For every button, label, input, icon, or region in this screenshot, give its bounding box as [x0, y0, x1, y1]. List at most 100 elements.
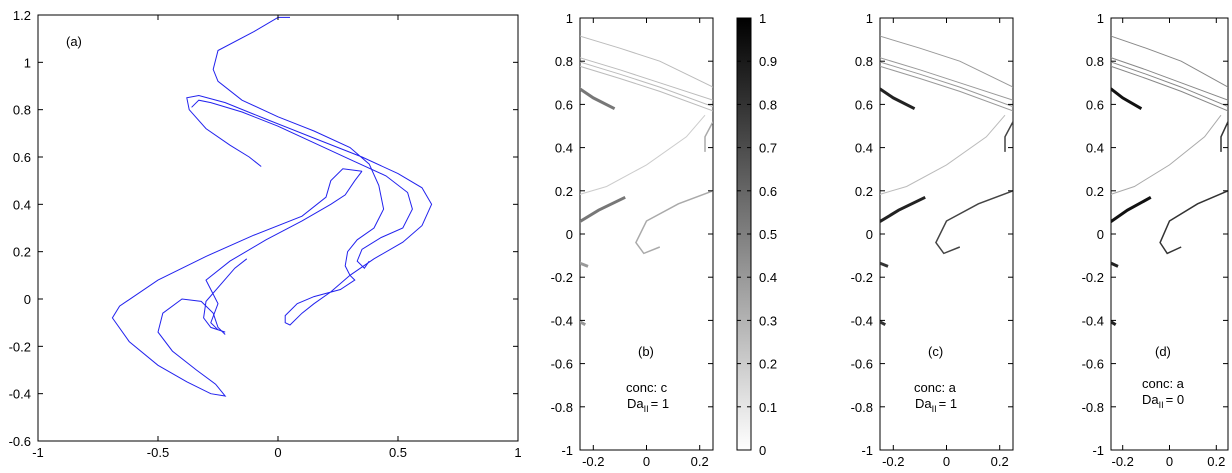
panel-d-x-ticks: -0.2 0 0.2: [1111, 18, 1225, 469]
d-field-filament: [1111, 86, 1143, 110]
colorbar-tick-label: 0.9: [759, 54, 777, 69]
panel-b-da-label: DaII = 1: [627, 396, 669, 414]
panel-a-streak-curve: [203, 258, 248, 333]
panel-c-da-label: DaII = 1: [915, 396, 957, 414]
c-x-tick-label: 0.2: [991, 454, 1009, 469]
b-y-tick-label: -0.4: [551, 313, 573, 328]
panel-d-frame: [1110, 17, 1229, 451]
panel-d-conc-label: conc: a: [1142, 376, 1185, 391]
b-field-streak: [580, 65, 713, 112]
a-y-tick-label: 0: [24, 292, 31, 307]
b-x-tick-label: 0.2: [691, 454, 709, 469]
c-y-tick-label: -0.2: [851, 270, 873, 285]
c-field-filament: [880, 195, 926, 224]
panel-c-da-main: Da: [915, 396, 932, 411]
d-field-streak: [1111, 114, 1222, 195]
panel-b-da-sub: II: [644, 404, 649, 414]
c-field-streak: [880, 35, 1013, 88]
b-field-spot: [580, 320, 587, 327]
colorbar-ticks: 0 0.1 0.2 0.3 0.4 0.5 0.6 0.7 0.8 0.9 1: [737, 11, 777, 458]
d-field-filament: [1111, 195, 1152, 224]
b-field-streak: [580, 35, 713, 88]
c-field-streak: [880, 114, 1006, 195]
c-field-spot: [880, 320, 887, 327]
panel-d-y-ticks: -1 -0.8 -0.6 -0.4 -0.2 0 0.2 0.4 0.6 0.8 1: [1082, 11, 1228, 458]
c-field-spot: [880, 261, 889, 268]
panel-c-da-value: = 1: [939, 396, 957, 411]
b-y-tick-label: 1: [566, 11, 573, 26]
panel-c-label: (c): [928, 344, 943, 359]
colorbar-tick-label: 1: [759, 11, 766, 26]
panel-c: -0.2 0 0.2 -1 -0.8 -0.6 -0.4 -0.2 0 0.2 0.4 0.6 0.8…: [851, 11, 1014, 469]
panel-b-da-main: Da: [627, 396, 644, 411]
c-x-tick-label: 0: [943, 454, 950, 469]
panel-b-label: (b): [638, 344, 654, 359]
a-x-tick-label: 1: [514, 445, 521, 460]
panel-b-frame: [579, 17, 714, 451]
panel-d-label: (d): [1155, 344, 1171, 359]
a-y-tick-label: -0.2: [9, 339, 31, 354]
panel-b-da-value: = 1: [651, 396, 669, 411]
panel-a-label: (a): [66, 34, 82, 49]
colorbar-tick-label: 0.2: [759, 357, 777, 372]
c-y-tick-label: 0: [866, 227, 873, 242]
d-y-tick-label: 0: [1097, 227, 1104, 242]
a-y-tick-label: 1: [24, 55, 31, 70]
d-field-spot: [1111, 261, 1119, 268]
a-y-tick-label: 0.4: [13, 197, 31, 212]
b-x-tick-label: 0: [643, 454, 650, 469]
c-x-tick-label: -0.2: [882, 454, 904, 469]
panel-c-frame: [879, 17, 1014, 451]
colorbar: 0 0.1 0.2 0.3 0.4 0.5 0.6 0.7 0.8 0.9 1: [736, 11, 777, 458]
d-y-tick-label: -0.8: [1082, 400, 1104, 415]
b-field-hook: [704, 121, 713, 152]
b-y-tick-label: -0.8: [551, 400, 573, 415]
panel-c-x-ticks: -0.2 0 0.2: [882, 18, 1009, 469]
panel-a-x-ticks: -1 -0.5 0 0.5 1: [32, 15, 522, 460]
c-y-tick-label: -1: [861, 443, 873, 458]
panel-a: -1 -0.5 0 0.5 1 -0.6 -0.4 -0.2 0 0.2 0.4 0.6 0.8 1 1.…: [9, 8, 522, 460]
colorbar-tick-label: 0.4: [759, 270, 777, 285]
b-x-tick-label: -0.2: [582, 454, 604, 469]
b-y-tick-label: -0.6: [551, 357, 573, 372]
b-y-tick-label: 0.8: [555, 54, 573, 69]
c-y-tick-label: -0.8: [851, 400, 873, 415]
panel-c-conc-label: conc: a: [914, 380, 957, 395]
d-y-tick-label: 0.4: [1086, 141, 1104, 156]
d-y-tick-label: 1: [1097, 11, 1104, 26]
panel-d-da-main: Da: [1142, 392, 1159, 407]
a-y-tick-label: -0.4: [9, 387, 31, 402]
colorbar-tick-label: 0.8: [759, 97, 777, 112]
b-field-streak: [580, 61, 713, 108]
panel-a-streak-curve: [111, 168, 363, 397]
a-x-tick-label: -1: [32, 445, 44, 460]
b-field-filament: [580, 195, 626, 224]
d-y-tick-label: -0.4: [1082, 313, 1104, 328]
b-field-spot: [580, 261, 589, 268]
panel-a-curves: [111, 16, 433, 397]
d-y-tick-label: -1: [1092, 443, 1104, 458]
panel-c-y-ticks: -1 -0.8 -0.6 -0.4 -0.2 0 0.2 0.4 0.6 0.8 1: [851, 11, 1013, 458]
panel-a-streak-curve: [186, 16, 433, 326]
panel-c-concentration-field: [880, 35, 1013, 327]
panel-d-concentration-field: [1111, 35, 1228, 326]
c-y-tick-label: 0.6: [855, 97, 873, 112]
panel-d: -0.2 0 0.2 -1 -0.8 -0.6 -0.4 -0.2 0 0.2 0.4 0.6 0.8…: [1082, 11, 1229, 469]
b-field-streak: [580, 57, 713, 101]
b-y-tick-label: -1: [561, 443, 573, 458]
panel-d-da-value: = 0: [1166, 392, 1184, 407]
a-x-tick-label: 0.5: [389, 445, 407, 460]
panel-b-concentration-field: [580, 35, 713, 327]
panel-d-da-sub: II: [1159, 400, 1164, 410]
panel-a-streak-curve: [205, 170, 363, 331]
c-field-filament: [880, 87, 916, 111]
panel-a-streak-curve: [191, 99, 413, 269]
colorbar-tick-label: 0.6: [759, 184, 777, 199]
colorbar-tick-label: 0.3: [759, 313, 777, 328]
b-y-tick-label: 0.6: [555, 97, 573, 112]
c-field-streak: [880, 61, 1013, 108]
d-y-tick-label: -0.6: [1082, 357, 1104, 372]
b-field-streak: [580, 114, 706, 195]
panel-b-y-ticks: -1 -0.8 -0.6 -0.4 -0.2 0 0.2 0.4 0.6 0.8 1: [551, 11, 713, 458]
